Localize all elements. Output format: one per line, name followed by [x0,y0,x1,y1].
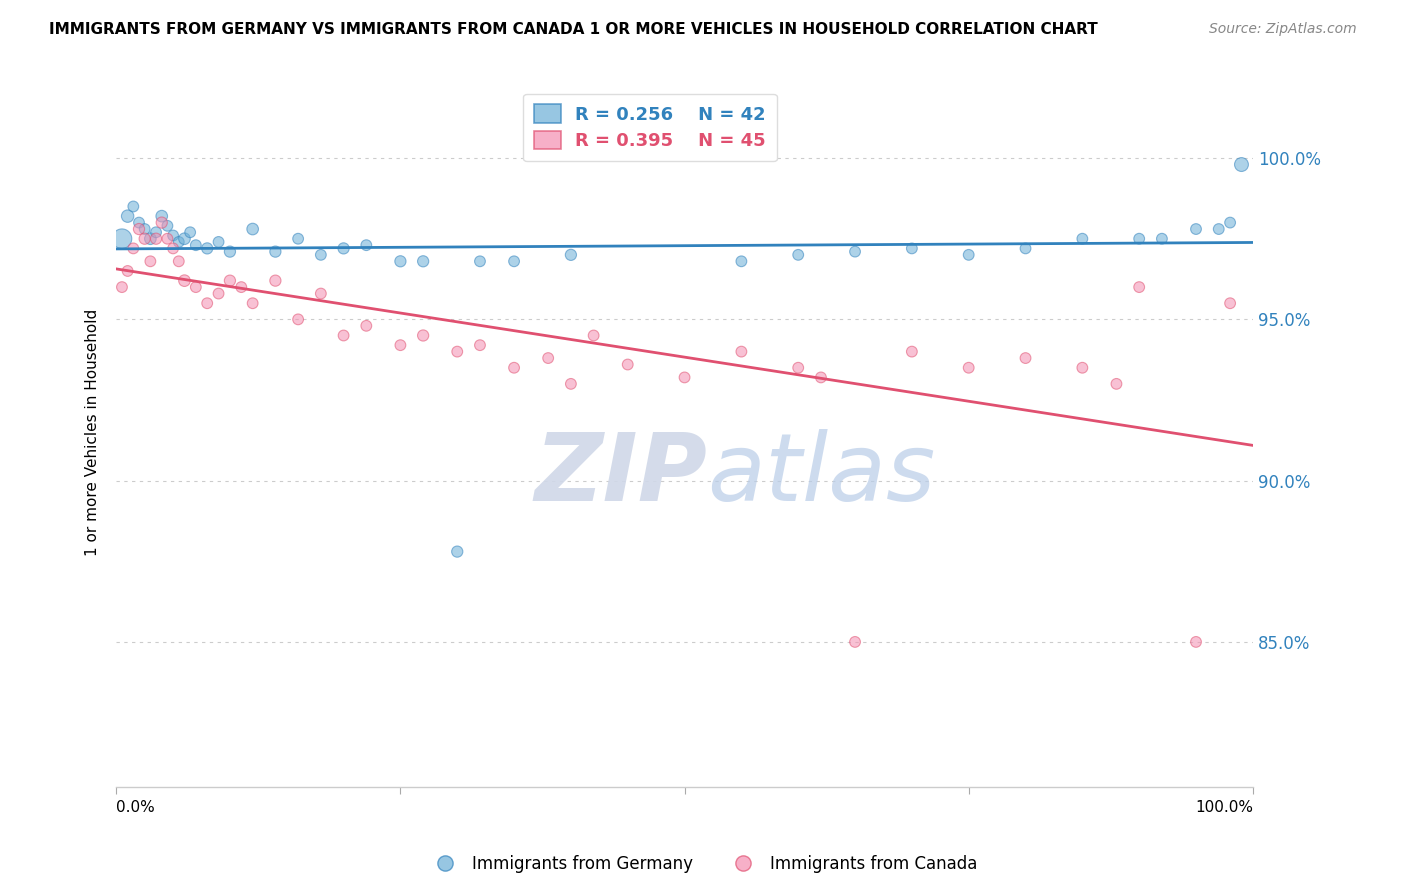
Point [150,209,173,223]
Point [582,328,605,343]
Point [1219,216,1241,230]
Text: 0.0%: 0.0% [117,800,155,815]
Point [844,244,866,259]
Legend: R = 0.256    N = 42, R = 0.395    N = 45: R = 0.256 N = 42, R = 0.395 N = 45 [523,94,778,161]
Point [139,254,162,268]
Point [242,296,264,310]
Point [150,216,173,230]
Point [1128,232,1150,246]
Point [844,635,866,649]
Text: atlas: atlas [707,429,935,520]
Point [219,274,242,288]
Point [1071,232,1094,246]
Point [332,241,354,255]
Point [1230,157,1253,171]
Point [503,360,526,375]
Point [1014,241,1036,255]
Point [1150,232,1173,246]
Point [184,280,207,294]
Point [111,280,134,294]
Point [389,254,412,268]
Point [134,222,156,236]
Point [1105,376,1128,391]
Point [468,254,491,268]
Point [332,328,354,343]
Point [122,241,145,255]
Point [309,286,332,301]
Point [145,232,167,246]
Point [673,370,696,384]
Point [901,344,924,359]
Point [167,254,190,268]
Point [356,318,378,333]
Point [111,232,134,246]
Point [139,232,162,246]
Point [184,238,207,252]
Point [1208,222,1230,236]
Point [287,312,309,326]
Point [156,232,179,246]
Point [446,344,468,359]
Point [287,232,309,246]
Point [219,244,242,259]
Point [195,241,218,255]
Point [412,254,434,268]
Point [156,219,179,233]
Point [207,235,229,249]
Point [117,209,139,223]
Point [242,222,264,236]
Point [134,232,156,246]
Point [264,244,287,259]
Point [173,274,195,288]
Text: ZIP: ZIP [534,429,707,521]
Point [957,360,980,375]
Point [810,370,832,384]
Point [179,225,201,239]
Point [730,344,752,359]
Point [264,274,287,288]
Point [122,199,145,213]
Point [616,358,638,372]
Point [901,241,924,255]
Point [446,544,468,558]
Point [957,248,980,262]
Text: IMMIGRANTS FROM GERMANY VS IMMIGRANTS FROM CANADA 1 OR MORE VEHICLES IN HOUSEHOL: IMMIGRANTS FROM GERMANY VS IMMIGRANTS FR… [49,22,1098,37]
Point [468,338,491,352]
Point [128,216,150,230]
Point [1185,222,1208,236]
Point [145,225,167,239]
Point [173,232,195,246]
Point [207,286,229,301]
Point [1185,635,1208,649]
Point [195,296,218,310]
Point [787,360,810,375]
Point [389,338,412,352]
Point [1219,296,1241,310]
Point [117,264,139,278]
Point [537,351,560,365]
Point [167,235,190,249]
Point [503,254,526,268]
Point [128,222,150,236]
Point [787,248,810,262]
Point [356,238,378,252]
Point [1014,351,1036,365]
Point [162,228,184,243]
Point [309,248,332,262]
Point [560,376,582,391]
Point [231,280,253,294]
Point [1071,360,1094,375]
Point [730,254,752,268]
Point [560,248,582,262]
Point [412,328,434,343]
Text: 100.0%: 100.0% [1195,800,1253,815]
Point [162,241,184,255]
Legend: Immigrants from Germany, Immigrants from Canada: Immigrants from Germany, Immigrants from… [422,848,984,880]
Y-axis label: 1 or more Vehicles in Household: 1 or more Vehicles in Household [86,309,100,556]
Point [1128,280,1150,294]
Text: Source: ZipAtlas.com: Source: ZipAtlas.com [1209,22,1357,37]
